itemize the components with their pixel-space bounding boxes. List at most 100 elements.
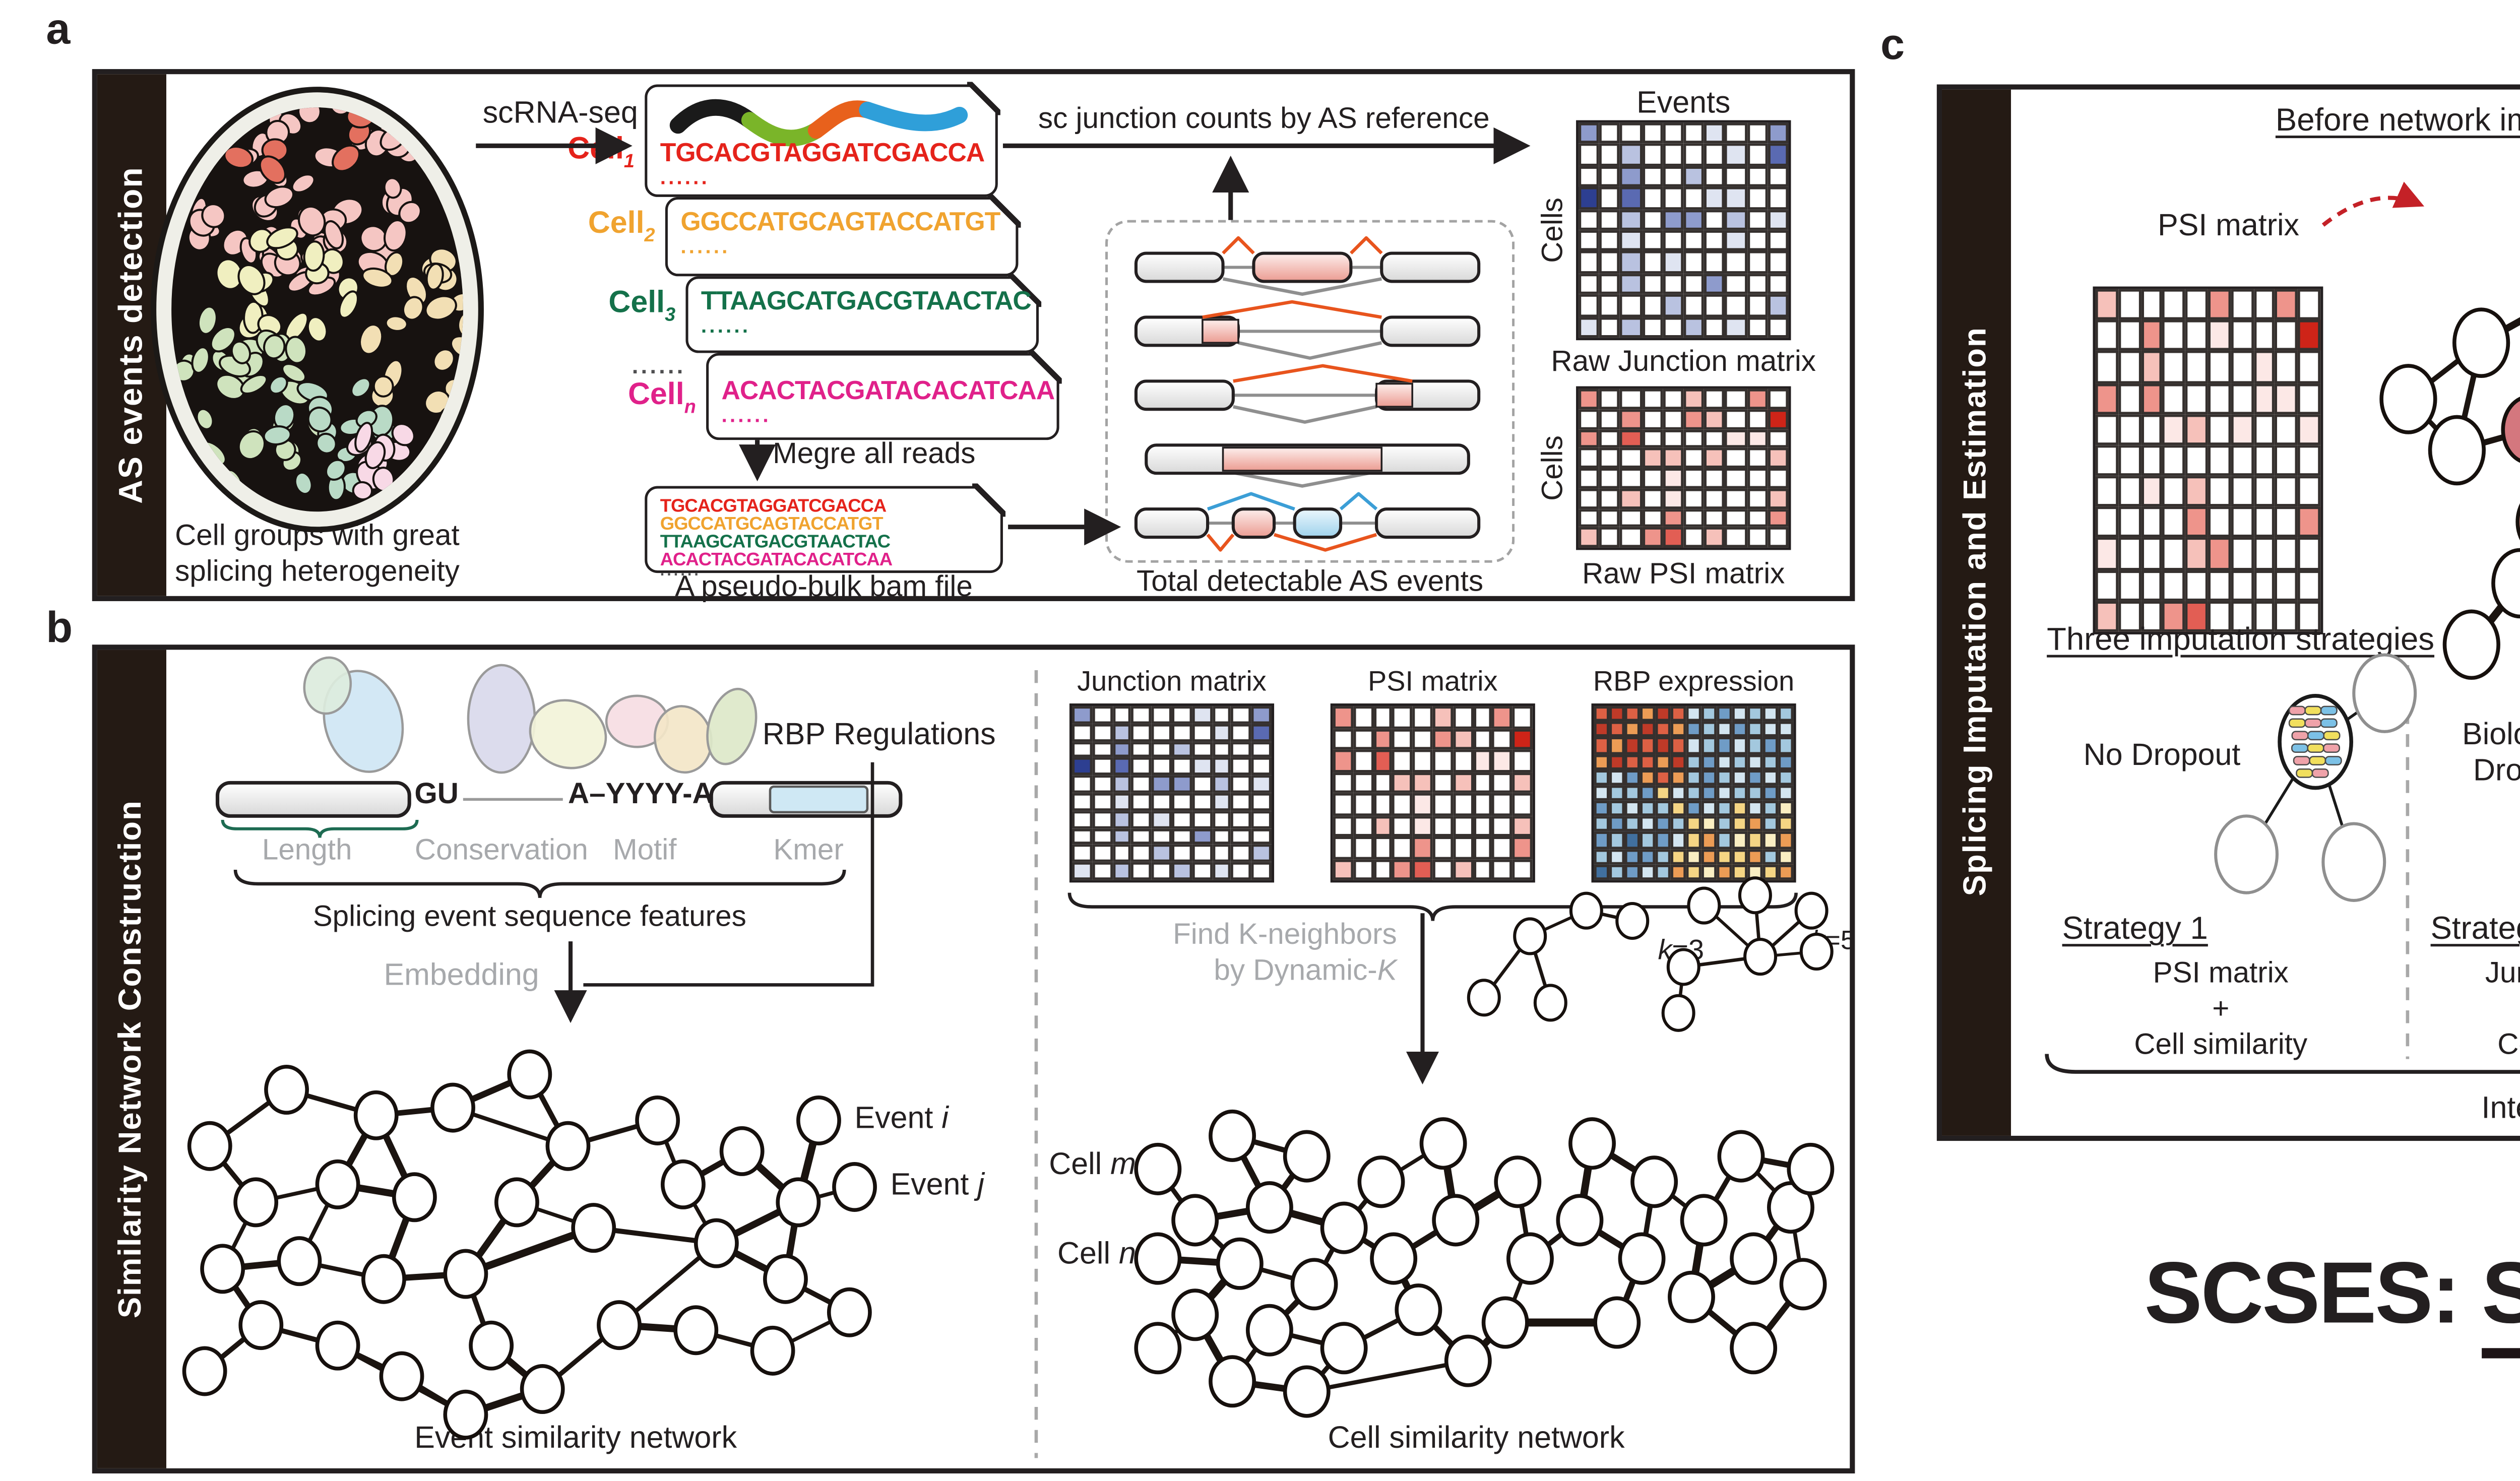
matrix-cell [1513, 836, 1533, 859]
matrix-cell [2118, 289, 2140, 320]
matrix-cell [1131, 810, 1152, 828]
matrix-cell [1725, 144, 1747, 166]
matrix-cell [1072, 845, 1092, 863]
matrix-cell [2163, 601, 2186, 632]
matrix-cell [2163, 507, 2186, 539]
matrix-cell [1704, 468, 1726, 488]
matrix-cell [1333, 749, 1353, 771]
matrix-cell [1725, 273, 1747, 295]
matrix-cell [2253, 351, 2276, 383]
matrix-cell [1212, 810, 1232, 828]
matrix-cell [1747, 737, 1763, 754]
matrix-cell [1746, 187, 1768, 209]
matrix-cell [1251, 810, 1272, 828]
matrix-cell [1092, 706, 1112, 724]
panel-b-sidebar [96, 649, 165, 1469]
psi-matrix-header: PSI matrix [1367, 667, 1498, 698]
matrix-cell [1453, 771, 1473, 793]
matrix-cell [1624, 737, 1640, 754]
matrix-cell [2230, 569, 2253, 601]
matrix-cell [1662, 144, 1684, 166]
matrix-cell [2185, 476, 2208, 507]
matrix-cell [1620, 144, 1642, 166]
junction-matrix [1069, 703, 1275, 883]
as-events-box [1105, 220, 1515, 563]
matrix-cell [1609, 864, 1625, 880]
matrix-cell [1072, 706, 1092, 724]
matrix-cell [2118, 569, 2140, 601]
document-fold-icon [1007, 275, 1041, 308]
matrix-cell [1725, 122, 1747, 145]
matrix-cell [1333, 814, 1353, 836]
matrix-cell [1609, 816, 1625, 833]
matrix-cell [1620, 294, 1642, 316]
matrix-cell [1662, 408, 1684, 429]
matrix-cell [1655, 801, 1671, 817]
matrix-cell [1640, 832, 1656, 849]
matrix-cell [2140, 569, 2163, 601]
matrix-cell [1640, 785, 1656, 801]
matrix-cell [2275, 476, 2298, 507]
matrix-cell [1725, 230, 1747, 252]
cell-label: Celln [627, 376, 696, 418]
matrix-cell [2298, 382, 2321, 414]
matrix-cell [1746, 428, 1768, 448]
matrix-cell [1599, 316, 1621, 338]
matrix-cell [1686, 864, 1702, 880]
matrix-cell [1152, 776, 1172, 793]
matrix-cell [1717, 706, 1732, 722]
matrix-cell [1372, 728, 1393, 750]
matrix-cell [1112, 862, 1132, 880]
read-document: TTAAGCATGACGTAACTAC...... [685, 275, 1041, 353]
matrix-cell [1251, 862, 1272, 880]
matrix-cell [1112, 706, 1132, 724]
matrix-cell [1670, 785, 1686, 801]
matrix-cell [1432, 728, 1453, 750]
merge-reads-label: Megre all reads [773, 440, 976, 471]
matrix-cell [1579, 448, 1600, 468]
matrix-cell [2253, 320, 2276, 352]
matrix-cell [2185, 320, 2208, 352]
psi-matrix [1330, 703, 1535, 883]
matrix-cell [1670, 737, 1686, 754]
rbp-regulations-label: RBP Regulations [762, 716, 996, 752]
matrix-cell [1686, 785, 1702, 801]
matrix-cell [2208, 569, 2231, 601]
matrix-cell [2095, 601, 2118, 632]
matrix-cell [1472, 771, 1493, 793]
matrix-cell [2095, 507, 2118, 539]
raw-psi-matrix [1576, 386, 1791, 550]
panel-c-label: c [1880, 20, 1905, 70]
pseudo-bulk-read: TGCACGTAGGATCGACCA [660, 493, 887, 517]
matrix-cell [1655, 816, 1671, 833]
matrix-cell [1767, 294, 1789, 316]
matrix-cell [1670, 848, 1686, 864]
matrix-cell [1333, 706, 1353, 728]
matrix-cell [1662, 230, 1684, 252]
matrix-cell [1683, 316, 1705, 338]
matrix-cell [1191, 845, 1212, 863]
embedding-label: Embedding [384, 956, 539, 993]
matrix-cell [1072, 758, 1092, 776]
cells-axis-label-junction: Cells [1539, 197, 1570, 263]
matrix-cell [1432, 836, 1453, 859]
matrix-cell [1594, 832, 1610, 849]
events-axis-label: Events [1636, 84, 1731, 120]
cell-groups-caption-line1: Cell groups with great [175, 522, 460, 553]
matrix-cell [1641, 408, 1663, 429]
matrix-cell [1579, 209, 1600, 230]
matrix-cell [1372, 706, 1393, 728]
matrix-cell [2140, 507, 2163, 539]
matrix-cell [2163, 538, 2186, 570]
matrix-cell [1453, 814, 1473, 836]
matrix-cell [1725, 251, 1747, 274]
matrix-cell [2230, 538, 2253, 570]
matrix-cell [1778, 801, 1794, 817]
matrix-cell [1072, 862, 1092, 880]
read-sequence: TTAAGCATGACGTAACTAC [701, 289, 1032, 317]
matrix-cell [1620, 316, 1642, 338]
matrix-cell [1072, 723, 1092, 741]
read-sequence: GGCCATGCAGTACCATGT [680, 210, 1000, 238]
matrix-cell [1231, 706, 1252, 724]
matrix-cell [1778, 706, 1794, 722]
